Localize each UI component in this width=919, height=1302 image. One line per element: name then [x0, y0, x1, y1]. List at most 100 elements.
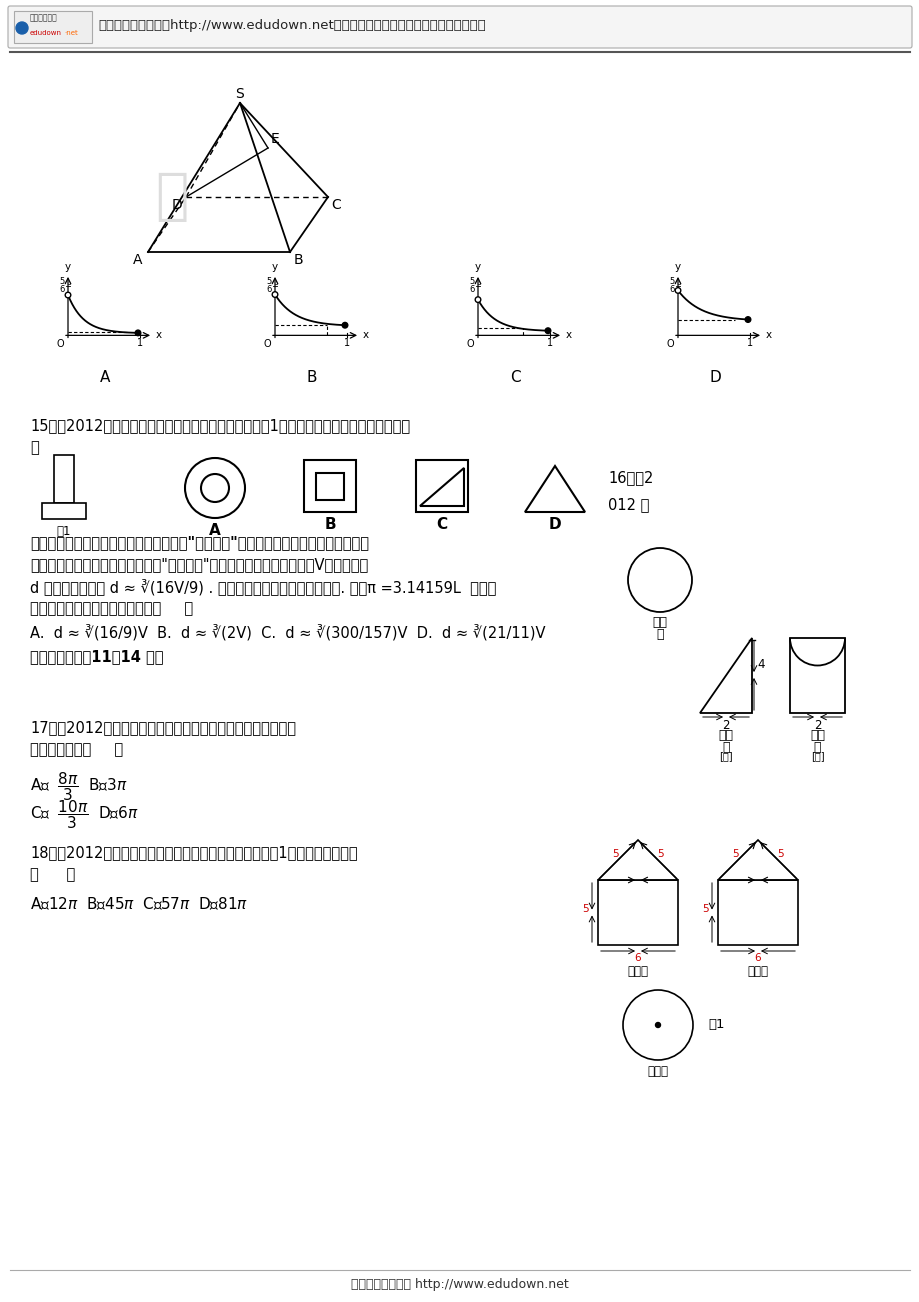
Polygon shape	[420, 467, 463, 506]
Text: 18．（2012广东理）（立体几何）某几何体的三视图如图1所示，它的体积为: 18．（2012广东理）（立体几何）某几何体的三视图如图1所示，它的体积为	[30, 845, 357, 861]
Text: 侧视图: 侧视图	[746, 965, 767, 978]
Bar	[54, 454, 74, 503]
Text: O: O	[263, 340, 271, 349]
Circle shape	[622, 990, 692, 1060]
Text: 中小学资源网: 中小学资源网	[30, 13, 58, 22]
Text: e: e	[18, 23, 26, 33]
Text: ·net: ·net	[64, 30, 78, 36]
Bar	[303, 460, 356, 512]
Polygon shape	[717, 840, 797, 880]
Bar	[789, 638, 844, 713]
Text: 012 湖: 012 湖	[607, 497, 649, 512]
Bar	[42, 503, 85, 519]
Text: A: A	[132, 253, 142, 267]
Text: O: O	[56, 340, 64, 349]
Text: O: O	[466, 340, 473, 349]
Text: 5: 5	[582, 905, 588, 914]
Text: 6: 6	[754, 953, 761, 963]
Text: 图1: 图1	[708, 1018, 724, 1031]
Bar	[14, 10, 92, 43]
Text: 5: 5	[267, 277, 272, 286]
Text: edudown: edudown	[30, 30, 62, 36]
Text: 1: 1	[344, 339, 350, 349]
Text: O: O	[665, 340, 674, 349]
Text: y: y	[474, 262, 481, 272]
Text: S: S	[235, 87, 244, 102]
Text: 下列近似公式中最精确的一个是（     ）: 下列近似公式中最精确的一个是（ ）	[30, 602, 193, 616]
Circle shape	[272, 292, 278, 297]
Text: D: D	[548, 517, 561, 533]
Text: C: C	[331, 198, 340, 212]
Text: 是: 是	[30, 440, 39, 454]
Text: 5: 5	[612, 849, 618, 859]
Text: 6: 6	[469, 285, 474, 294]
Text: 侧视: 侧视	[809, 729, 824, 742]
Text: x: x	[766, 331, 771, 340]
Text: B: B	[294, 253, 303, 267]
Text: 1: 1	[746, 339, 753, 349]
Text: 6: 6	[267, 285, 272, 294]
Text: 何体的体积为（     ）: 何体的体积为（ ）	[30, 742, 123, 756]
Text: 一，所得开立方除之，即立圆径。"开立圆术"相当于给出了已知球的体积V，求其直径: 一，所得开立方除之，即立圆径。"开立圆术"相当于给出了已知球的体积V，求其直径	[30, 557, 368, 572]
Text: 2: 2	[813, 719, 821, 732]
Text: 1: 1	[137, 339, 143, 349]
Circle shape	[200, 474, 229, 503]
Text: x: x	[565, 331, 572, 340]
Text: 图: 图	[813, 741, 821, 754]
Text: A．$12\pi$  B．$45\pi$  C．$57\pi$  D．$81\pi$: A．$12\pi$ B．$45\pi$ C．$57\pi$ D．$81\pi$	[30, 894, 248, 911]
Text: 中小学教育资源站（http://www.edudown.net）、百万免费教育资源当下来，无须注册！: 中小学教育资源站（http://www.edudown.net）、百万免费教育资…	[98, 20, 485, 33]
Text: 17．（2012湖北理）已知某几何体的三视图如图所示，则该几: 17．（2012湖北理）已知某几何体的三视图如图所示，则该几	[30, 720, 296, 736]
Circle shape	[342, 323, 347, 328]
Circle shape	[675, 288, 680, 293]
Text: E: E	[271, 132, 279, 146]
Text: 5: 5	[656, 849, 663, 859]
Text: 俯视: 俯视	[652, 616, 667, 629]
Text: 2: 2	[721, 719, 729, 732]
Text: y: y	[65, 262, 71, 272]
Circle shape	[744, 316, 750, 323]
Text: （一）必考题（11－14 题）: （一）必考题（11－14 题）	[30, 648, 164, 664]
Text: 正视: 正视	[718, 729, 732, 742]
Text: A.  d ≈ ∛(16/9)V  B.  d ≈ ∛(2V)  C.  d ≈ ∛(300/157)V  D.  d ≈ ∛(21/11)V: A. d ≈ ∛(16/9)V B. d ≈ ∛(2V) C. d ≈ ∛(30…	[30, 625, 545, 642]
Text: 5: 5	[470, 277, 474, 286]
Text: C: C	[436, 517, 447, 533]
Bar	[597, 880, 677, 945]
Text: 图: 图	[721, 741, 729, 754]
Text: 1: 1	[546, 339, 552, 349]
Text: x: x	[156, 331, 162, 340]
Circle shape	[65, 292, 71, 298]
Bar	[415, 460, 468, 512]
Text: 4: 4	[756, 658, 764, 671]
Text: 16．（2: 16．（2	[607, 470, 652, 486]
Text: B: B	[323, 517, 335, 533]
Text: 图: 图	[655, 628, 663, 641]
Text: y: y	[272, 262, 278, 272]
Circle shape	[135, 331, 141, 336]
Text: B: B	[306, 370, 317, 385]
Text: C．  $\dfrac{10\pi}{3}$  D．$6\pi$: C． $\dfrac{10\pi}{3}$ D．$6\pi$	[30, 798, 139, 831]
Text: 6: 6	[634, 953, 641, 963]
Text: 正视图: 正视图	[627, 965, 648, 978]
Circle shape	[185, 458, 244, 518]
Text: 5: 5	[701, 905, 709, 914]
Text: 6: 6	[60, 285, 65, 294]
Text: [友]: [友]	[810, 751, 823, 760]
Circle shape	[654, 1022, 660, 1027]
Circle shape	[475, 297, 481, 302]
Text: 5: 5	[732, 849, 738, 859]
Text: 5: 5	[777, 849, 783, 859]
Text: C: C	[509, 370, 520, 385]
Text: 6: 6	[669, 285, 675, 294]
Text: D: D	[171, 198, 182, 212]
Polygon shape	[699, 638, 751, 713]
Circle shape	[545, 328, 550, 333]
FancyBboxPatch shape	[8, 7, 911, 48]
Text: d 的一个近似公式 d ≈ ∛(16V/9) . 人们还用过一些类似的近似公式. 根据π =3.14159L  判断，: d 的一个近似公式 d ≈ ∛(16V/9) . 人们还用过一些类似的近似公式.…	[30, 579, 496, 596]
Text: x: x	[363, 331, 369, 340]
Polygon shape	[525, 466, 584, 512]
Text: 图1: 图1	[57, 525, 71, 538]
Polygon shape	[597, 840, 677, 880]
Text: 俯视图: 俯视图	[647, 1065, 668, 1078]
Text: （      ）: （ ）	[30, 867, 75, 881]
Bar	[717, 880, 797, 945]
